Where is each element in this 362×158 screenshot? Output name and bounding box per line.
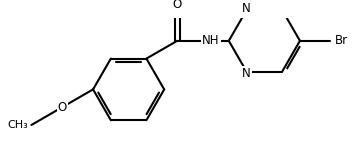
Text: O: O: [58, 101, 67, 114]
Text: CH₃: CH₃: [8, 120, 28, 130]
Text: Br: Br: [335, 34, 349, 47]
Text: N: N: [242, 67, 251, 80]
Text: N: N: [242, 2, 251, 15]
Text: NH: NH: [202, 34, 220, 47]
Text: O: O: [173, 0, 182, 11]
